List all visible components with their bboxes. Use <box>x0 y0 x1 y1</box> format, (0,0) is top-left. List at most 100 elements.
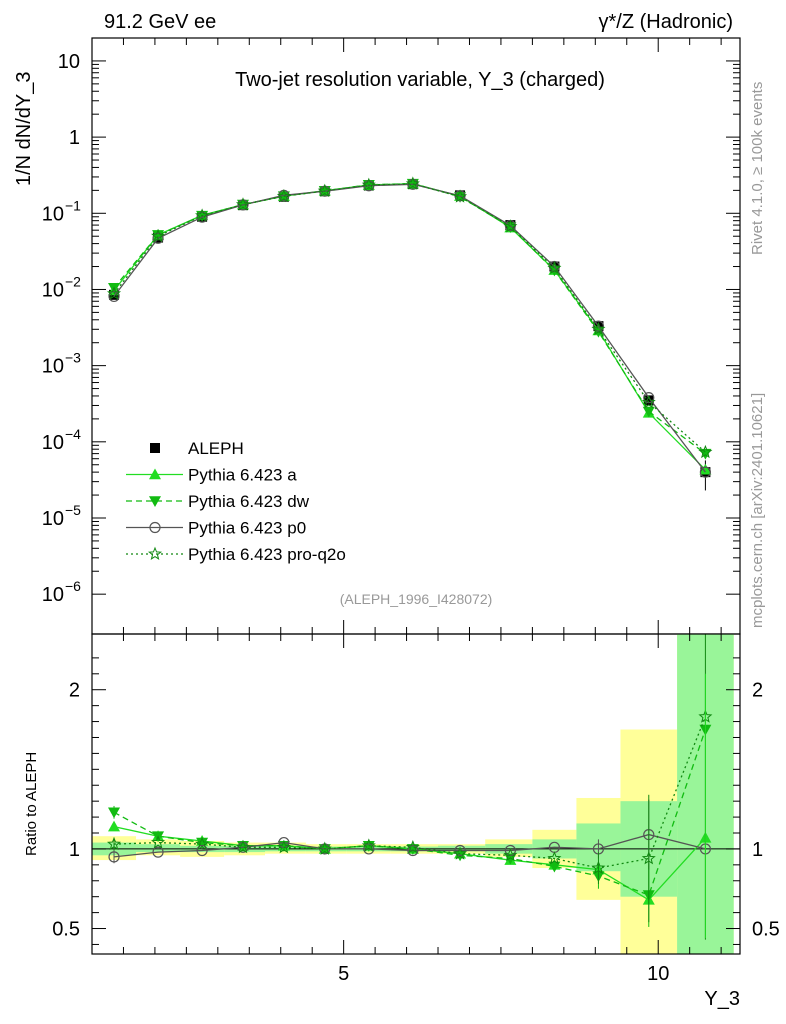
ratio-series-point <box>276 839 291 854</box>
y-tick-label: 10 <box>42 584 64 606</box>
legend-marker <box>150 443 160 453</box>
ratio-x-tick-label: 5 <box>338 963 349 985</box>
header-left: 91.2 GeV ee <box>104 11 216 33</box>
ratio-series-point <box>151 835 166 849</box>
ratio-plot-area <box>92 634 740 954</box>
ratio-series-point <box>454 844 466 857</box>
ratio-y-tick-label: 2 <box>69 680 80 702</box>
ratio-y-ticks: 2 2 1 1 0.5 0.5 <box>52 657 780 945</box>
ratio-series-point <box>641 851 656 865</box>
series-point <box>276 188 291 203</box>
ratio-series-line <box>113 729 707 896</box>
ratio-x-ticks: 5 10 <box>122 634 722 985</box>
main-plot-area <box>107 176 713 491</box>
ratio-ylabel: Ratio to ALEPH <box>23 752 40 856</box>
series-point <box>405 176 420 190</box>
series-point <box>591 321 606 336</box>
series-point <box>152 232 164 244</box>
ratio-series-point <box>453 846 468 860</box>
ratio-series-point <box>196 844 208 857</box>
ratio-series-point <box>152 846 164 858</box>
series-point <box>698 444 713 459</box>
ratio-series-point <box>108 851 120 863</box>
ratio-series-point <box>407 844 419 857</box>
series-point <box>235 197 251 211</box>
series-point <box>592 320 605 332</box>
y-tick-label: 10 <box>42 203 64 225</box>
y-tick-exponent: −5 <box>65 502 81 518</box>
legend-label: Pythia 6.423 dw <box>188 492 310 511</box>
y-tick-label: 10 <box>42 432 64 454</box>
series-point <box>361 177 376 191</box>
ratio-series-point <box>547 851 562 865</box>
data-point <box>643 395 654 406</box>
series-point <box>152 230 165 241</box>
ratio-series-point <box>503 847 518 862</box>
series-point <box>453 189 468 203</box>
uncertainty-band-green <box>136 844 181 853</box>
legend-label: Pythia 6.423 p0 <box>188 519 306 538</box>
y-tick-label: 10 <box>58 51 80 73</box>
ratio-y-tick-label: 0.5 <box>52 919 80 941</box>
series-point <box>196 211 208 223</box>
ratio-series-point <box>363 843 375 855</box>
main-title: Two-jet resolution variable, Y_3 (charge… <box>235 69 605 91</box>
legend-label: ALEPH <box>188 439 244 458</box>
main-ylabel: 1/N dN/dY_3 <box>13 71 35 186</box>
ratio-y-tick-label-right: 0.5 <box>752 919 780 941</box>
ratio-series-point <box>548 861 561 873</box>
series-line <box>113 183 706 473</box>
series-point <box>641 394 656 409</box>
ratio-series-point <box>317 841 332 855</box>
legend-marker <box>149 468 161 480</box>
y-tick-exponent: −3 <box>65 350 81 366</box>
legend-label: Pythia 6.423 pro-q2o <box>188 545 346 564</box>
series-point <box>642 406 655 418</box>
ratio-series-point <box>504 844 516 857</box>
series-point <box>699 463 712 475</box>
ratio-x-tick-label: 10 <box>647 963 669 985</box>
series-point <box>108 290 120 303</box>
ratio-y-tick-label-right: 2 <box>752 680 763 702</box>
y-tick-exponent: −4 <box>65 426 81 442</box>
legend-marker <box>147 546 163 560</box>
series-point <box>547 260 562 275</box>
y-tick-label: 1 <box>69 127 80 149</box>
y-tick-label: 10 <box>42 356 64 378</box>
y-tick-exponent: −2 <box>65 273 81 289</box>
ratio-series-point <box>591 860 606 874</box>
series-point <box>151 228 166 243</box>
series-point <box>643 392 655 404</box>
series-point <box>699 466 711 478</box>
y-tick-label: 10 <box>42 508 64 530</box>
series-line <box>113 183 706 453</box>
legend: ALEPH Pythia 6.423 a Pythia 6.423 dw Pythia… <box>126 439 346 564</box>
y-tick-exponent: −1 <box>65 197 81 213</box>
legend-marker <box>149 496 161 507</box>
ratio-series-point <box>108 807 121 819</box>
y-tick-exponent: −6 <box>65 578 81 594</box>
series-point <box>699 448 712 460</box>
ratio-series-line <box>113 833 706 858</box>
ratio-series-point <box>235 839 251 854</box>
ratio-y-tick-label: 1 <box>69 839 80 861</box>
series-line <box>113 182 706 471</box>
ratio-series-point <box>107 836 122 851</box>
ratio-y-tick-label-right: 1 <box>752 839 763 861</box>
ratio-panel: Ratio to ALEPH 2 2 1 1 0.5 0.5 5 10 Y_3 <box>23 633 780 1010</box>
ratio-frame <box>91 633 741 955</box>
main-annotation: (ALEPH_1996_I428072) <box>340 591 493 607</box>
ratio-series-point <box>195 836 210 851</box>
ratio-series-point <box>108 820 121 832</box>
series-point <box>195 208 210 222</box>
legend-marker <box>149 521 161 534</box>
series-point <box>503 219 518 233</box>
mcplots-label: mcplots.cern.ch [arXiv:2401.10621] <box>749 393 766 628</box>
main-panel: Two-jet resolution variable, Y_3 (charge… <box>13 37 741 635</box>
legend-label: Pythia 6.423 a <box>188 466 297 485</box>
ratio-series-point <box>361 838 376 852</box>
header-right: γ*/Z (Hadronic) <box>599 11 733 33</box>
series-point <box>317 183 332 197</box>
